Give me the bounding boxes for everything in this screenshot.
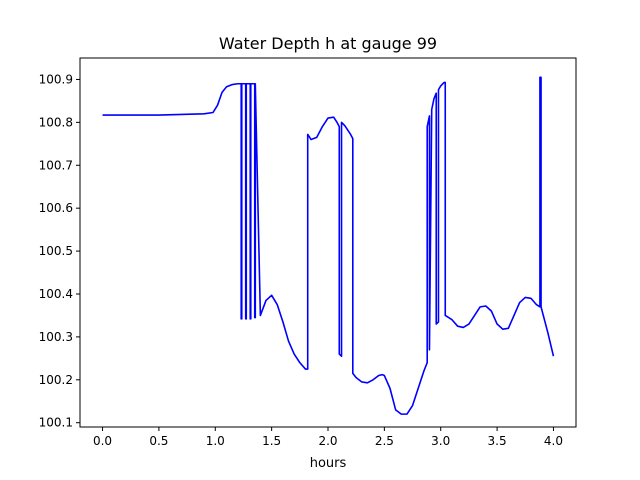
x-tick-label: 2.0 <box>318 434 337 448</box>
series-line-0 <box>102 76 555 415</box>
x-tick-label: 3.0 <box>431 434 450 448</box>
y-tick-label: 100.3 <box>39 330 73 344</box>
chart-title: Water Depth h at gauge 99 <box>219 34 437 53</box>
y-tick-label: 100.5 <box>39 244 73 258</box>
y-axis: 100.1 100.2 100.3 100.4 100.5 100.6 100.7 100.8… <box>39 72 80 430</box>
y-tick-label: 100.9 <box>39 72 73 86</box>
y-tick-label: 100.4 <box>39 287 73 301</box>
plot-area <box>102 76 555 415</box>
x-tick-label: 0.0 <box>93 434 112 448</box>
x-axis: 0.0 0.5 1.0 1.5 2.0 2.5 3.0 3.5 4.0 <box>93 427 563 448</box>
x-tick-label: 3.5 <box>488 434 507 448</box>
x-tick-label: 0.5 <box>149 434 168 448</box>
y-tick-label: 100.6 <box>39 201 73 215</box>
y-tick-label: 100.8 <box>39 115 73 129</box>
y-tick-label: 100.2 <box>39 373 73 387</box>
x-tick-label: 1.0 <box>206 434 225 448</box>
y-tick-label: 100.1 <box>39 416 73 430</box>
y-tick-label: 100.7 <box>39 158 73 172</box>
x-axis-label: hours <box>310 456 347 471</box>
x-tick-label: 4.0 <box>544 434 563 448</box>
x-tick-label: 1.5 <box>262 434 281 448</box>
x-tick-label: 2.5 <box>375 434 394 448</box>
